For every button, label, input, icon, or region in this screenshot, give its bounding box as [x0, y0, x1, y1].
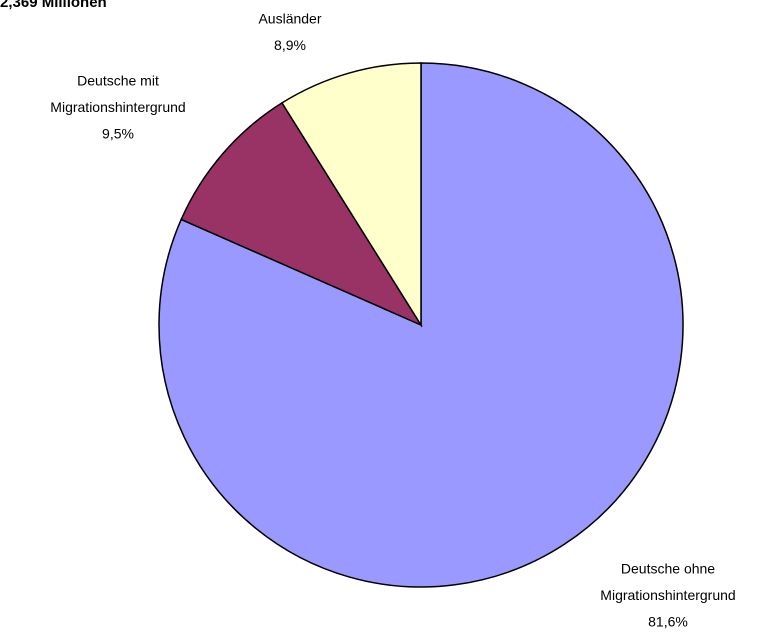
slice-label: Deutsche mit — [77, 73, 159, 89]
value-label: 81,6% — [648, 614, 688, 630]
slice-label: Migrationshintergrund — [50, 99, 185, 115]
value-label: 9,5% — [102, 126, 134, 142]
slice-label: Deutsche ohne — [621, 561, 715, 577]
slice-label: Migrationshintergrund — [600, 587, 735, 603]
chart-title: 2,369 Millionen — [0, 0, 107, 11]
slice-label: Ausländer — [258, 11, 321, 27]
pie-slice — [280, 62, 422, 328]
pie-slice — [180, 101, 423, 327]
pie-slice — [158, 62, 684, 588]
value-label: 8,9% — [274, 37, 306, 53]
